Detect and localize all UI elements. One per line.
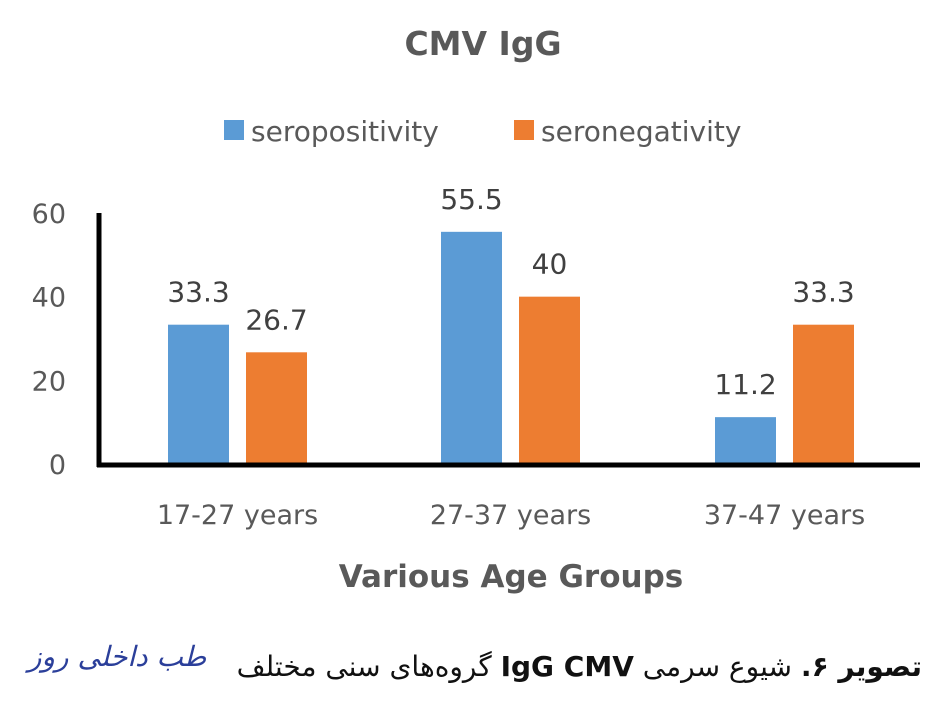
legend-swatch-seronegativity	[514, 120, 534, 140]
legend-swatch-seropositivity	[224, 120, 244, 140]
x-category-label: 37-47 years	[704, 500, 865, 531]
y-axis-ticks: 0 20 40 60	[32, 199, 66, 481]
caption-label: تصویر ۶.	[800, 650, 922, 683]
y-tick-label: 60	[32, 199, 66, 230]
caption-text-before: شیوع سرمی	[642, 650, 793, 683]
bar-seropositivity-1	[441, 231, 502, 464]
bar-seropositivity-2	[715, 417, 776, 464]
data-label-seropositivity-2: 11.2	[714, 368, 776, 401]
value-labels: 33.3 26.7 55.5 40 11.2 33.3	[167, 183, 854, 401]
bar-seronegativity-0	[246, 352, 307, 464]
y-tick-label: 0	[49, 450, 66, 481]
chart-title: CMV IgG	[404, 24, 561, 63]
data-label-seropositivity-1: 55.5	[440, 183, 502, 216]
axes	[96, 213, 920, 468]
x-axis-categories: 17-27 years 27-37 years 37-47 years	[157, 500, 865, 531]
bars	[168, 231, 854, 464]
x-category-label: 17-27 years	[157, 500, 318, 531]
x-category-label: 27-37 years	[430, 500, 591, 531]
data-label-seropositivity-0: 33.3	[167, 276, 229, 309]
bar-seronegativity-2	[793, 324, 854, 464]
y-tick-label: 40	[32, 283, 66, 314]
caption-text-ltr: IgG CMV	[500, 650, 634, 683]
data-label-seronegativity-2: 33.3	[792, 276, 854, 309]
figure-caption: تصویر ۶. شیوع سرمی IgG CMV گروه‌های سنی …	[237, 650, 922, 683]
data-label-seronegativity-1: 40	[532, 248, 568, 281]
legend: seropositivity seronegativity	[224, 115, 741, 148]
data-label-seronegativity-0: 26.7	[245, 303, 307, 336]
legend-label-seronegativity: seronegativity	[541, 115, 741, 148]
legend-label-seropositivity: seropositivity	[251, 115, 439, 148]
x-axis-label: Various Age Groups	[339, 559, 683, 595]
journal-logo: طب داخلی روز	[28, 640, 207, 673]
y-tick-label: 20	[32, 366, 66, 397]
bar-seropositivity-0	[168, 324, 229, 464]
bar-seronegativity-1	[519, 296, 580, 464]
caption-text-after: گروه‌های سنی مختلف	[236, 650, 492, 683]
